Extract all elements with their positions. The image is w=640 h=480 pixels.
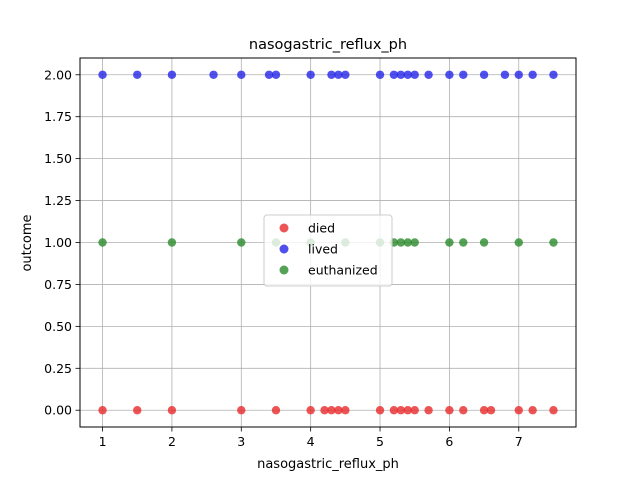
y-tick-label: 1.25 <box>44 193 72 208</box>
data-point <box>403 70 412 79</box>
y-axis-label: outcome <box>20 214 35 271</box>
data-point <box>396 70 406 79</box>
data-point <box>445 70 454 79</box>
data-point <box>396 406 406 415</box>
data-point <box>389 406 399 415</box>
data-point <box>403 238 412 247</box>
data-point <box>410 406 419 415</box>
data-point <box>237 70 246 79</box>
data-point <box>424 70 433 79</box>
data-point <box>500 70 510 79</box>
data-point <box>514 406 523 415</box>
data-point <box>459 70 468 79</box>
data-point <box>459 238 468 247</box>
legend-marker <box>279 244 289 254</box>
data-point <box>98 238 107 247</box>
data-point <box>403 406 412 415</box>
y-tick-label: 0.50 <box>44 319 72 334</box>
x-tick-label: 6 <box>445 434 453 449</box>
x-tick-label: 3 <box>237 434 245 449</box>
x-tick-label: 2 <box>168 434 176 449</box>
x-axis-ticks: 1 2 3 4 5 6 7 <box>99 427 523 449</box>
data-point <box>341 70 350 79</box>
data-point <box>306 70 315 79</box>
data-point <box>341 406 350 415</box>
data-point <box>271 70 281 79</box>
data-point <box>306 406 315 415</box>
data-point <box>264 70 274 79</box>
data-point <box>410 238 419 247</box>
data-point <box>549 238 558 247</box>
y-tick-label: 1.75 <box>44 109 72 124</box>
data-point <box>445 406 454 415</box>
series-lived <box>98 70 558 79</box>
legend-marker <box>279 265 289 275</box>
y-tick-label: 0.00 <box>44 403 72 418</box>
y-tick-label: 0.75 <box>44 277 72 292</box>
legend-marker <box>279 223 289 233</box>
data-point <box>167 406 177 415</box>
data-point <box>549 70 558 79</box>
data-point <box>209 70 218 79</box>
data-point <box>334 70 343 79</box>
y-axis-ticks: 0.00 0.25 0.50 0.75 1.00 1.25 1.50 1.75 2.00 <box>44 67 80 418</box>
legend-label: died <box>308 221 335 236</box>
data-point <box>98 70 107 79</box>
data-point <box>514 70 523 79</box>
data-point <box>167 238 177 247</box>
x-tick-label: 1 <box>99 434 107 449</box>
data-point <box>167 70 177 79</box>
data-point <box>396 238 406 247</box>
data-point <box>514 238 523 247</box>
data-point <box>445 238 454 247</box>
data-point <box>375 406 385 415</box>
x-tick-label: 7 <box>515 434 523 449</box>
chart-title: nasogastric_reflux_ph <box>249 37 407 53</box>
data-point <box>479 238 489 247</box>
data-point <box>389 70 399 79</box>
data-point <box>479 70 489 79</box>
data-point <box>320 406 329 415</box>
data-point <box>98 406 107 415</box>
x-tick-label: 4 <box>307 434 315 449</box>
series-died <box>98 406 558 415</box>
data-point <box>237 238 246 247</box>
data-point <box>237 406 246 415</box>
data-point <box>459 406 468 415</box>
data-point <box>424 406 433 415</box>
data-point <box>133 406 142 415</box>
data-point <box>375 70 385 79</box>
data-point <box>271 406 281 415</box>
legend: died lived euthanized <box>263 214 393 287</box>
data-point <box>486 406 496 415</box>
y-tick-label: 1.00 <box>44 235 72 250</box>
data-point <box>133 70 142 79</box>
data-point <box>334 406 343 415</box>
legend-label: lived <box>308 242 338 257</box>
data-point <box>479 406 489 415</box>
legend-box <box>263 214 393 287</box>
y-tick-label: 1.50 <box>44 151 72 166</box>
data-point <box>327 70 336 79</box>
y-tick-label: 2.00 <box>44 67 72 82</box>
data-point <box>327 406 336 415</box>
x-tick-label: 5 <box>376 434 384 449</box>
data-point <box>410 70 419 79</box>
data-point <box>528 406 537 415</box>
data-point <box>528 70 537 79</box>
y-tick-label: 0.25 <box>44 361 72 376</box>
data-point <box>549 406 558 415</box>
x-axis-label: nasogastric_reflux_ph <box>257 457 399 472</box>
legend-label: euthanized <box>308 263 378 278</box>
